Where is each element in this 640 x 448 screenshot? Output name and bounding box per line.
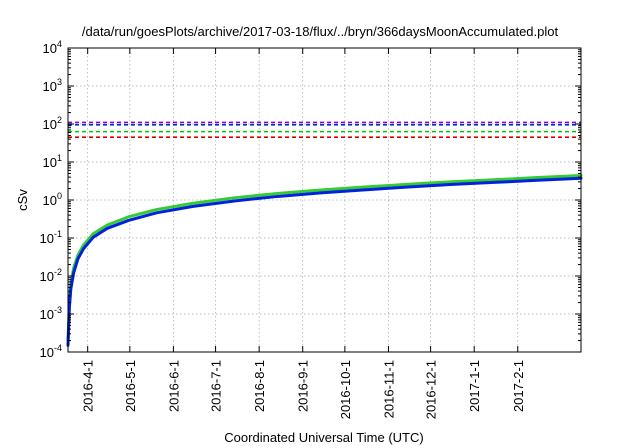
grid bbox=[68, 48, 581, 352]
x-tick-label: 2017-2-1 bbox=[511, 360, 526, 412]
x-tick-label: 2016-6-1 bbox=[166, 360, 181, 412]
x-tick-label: 2016-8-1 bbox=[252, 360, 267, 412]
y-tick-label: 10-1 bbox=[40, 229, 62, 246]
series-line bbox=[66, 176, 583, 347]
y-axis-label: cSv bbox=[15, 189, 30, 211]
x-axis: 2016-4-1 2016-5-1 2016-6-1 2016-7-1 2016-8-1… bbox=[81, 48, 526, 419]
y-tick-label: 10-2 bbox=[40, 267, 62, 284]
x-tick-label: 2016-5-1 bbox=[123, 360, 138, 412]
x-tick-label: 2016-10-1 bbox=[338, 360, 353, 419]
y-tick-label: 104 bbox=[43, 39, 62, 56]
y-tick-label: 10-3 bbox=[40, 305, 62, 322]
x-tick-label: 2016-4-1 bbox=[81, 360, 96, 412]
y-tick-label: 103 bbox=[43, 77, 62, 94]
chart-title: /data/run/goesPlots/archive/2017-03-18/f… bbox=[82, 24, 559, 39]
y-tick-label: 10-4 bbox=[40, 343, 62, 360]
y-tick-label: 100 bbox=[43, 191, 62, 208]
reference-lines bbox=[68, 121, 581, 138]
y-tick-label: 101 bbox=[43, 153, 62, 170]
x-tick-label: 2016-9-1 bbox=[296, 360, 311, 412]
y-tick-label: 102 bbox=[43, 115, 62, 132]
y-axis: 10-4 10-3 10-2 10-1 100 101 102 103 104 bbox=[40, 39, 581, 360]
x-tick-label: 2016-11-1 bbox=[381, 360, 396, 418]
x-tick-label: 2016-7-1 bbox=[209, 360, 224, 412]
x-axis-label: Coordinated Universal Time (UTC) bbox=[224, 430, 423, 445]
x-tick-label: 2017-1-1 bbox=[467, 360, 482, 412]
x-tick-label: 2016-12-1 bbox=[424, 360, 439, 419]
series-lines bbox=[66, 174, 583, 347]
